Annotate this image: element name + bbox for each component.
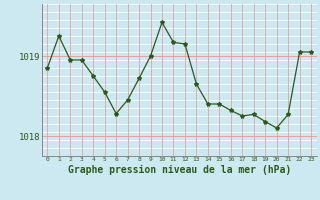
X-axis label: Graphe pression niveau de la mer (hPa): Graphe pression niveau de la mer (hPa) bbox=[68, 165, 291, 175]
